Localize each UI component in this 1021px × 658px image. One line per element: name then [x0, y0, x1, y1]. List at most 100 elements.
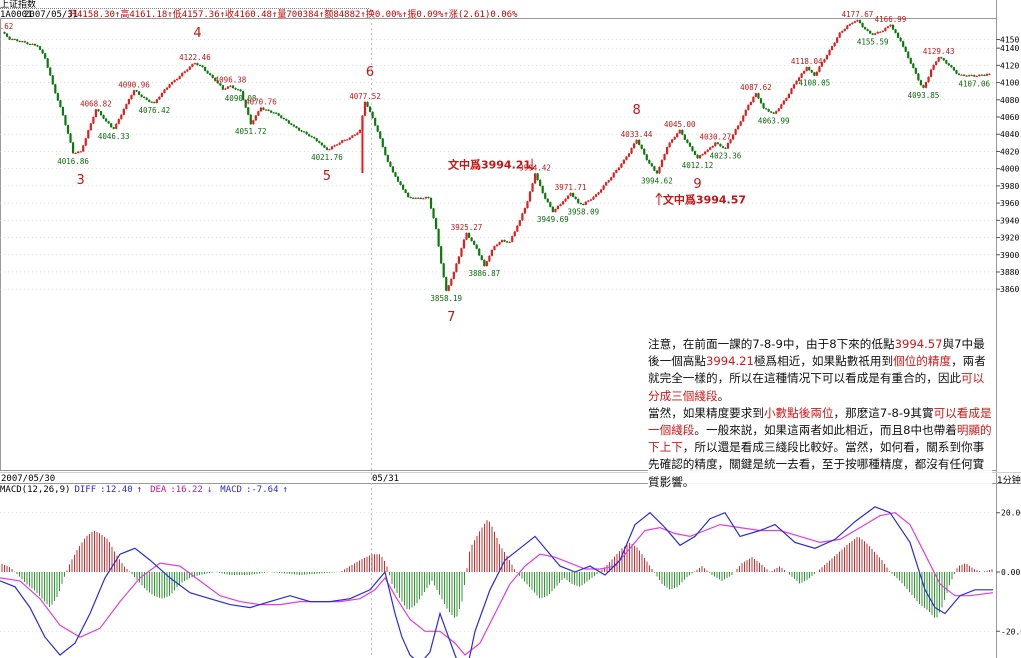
price-candle-down: [681, 129, 684, 135]
price-candle-down: [473, 240, 476, 245]
macd-tick-label: 20.00: [1001, 509, 1021, 518]
price-candle-up: [556, 205, 560, 210]
price-candle-down: [407, 192, 410, 198]
price-candle-up: [777, 108, 780, 112]
price-tick-label: 3920.00: [1000, 234, 1021, 243]
price-candle-up: [889, 24, 892, 27]
price-candle-down: [110, 123, 113, 128]
price-candle-down: [310, 136, 313, 138]
price-candle-down: [219, 83, 222, 86]
diff-legend: DIFF:12.40 ↑: [74, 485, 143, 495]
price-candle-up: [361, 115, 364, 130]
price-candle-down: [201, 65, 204, 68]
price-candle-down: [16, 39, 19, 42]
price-candle-up: [876, 31, 879, 34]
price-candle-up: [825, 55, 829, 60]
price-candle-down: [861, 22, 864, 28]
price-candle-up: [516, 225, 519, 232]
price-candle-down: [69, 133, 72, 143]
price-candle-up: [533, 173, 537, 184]
price-candle-down: [539, 179, 542, 186]
price-tick-label: 3860.00: [1000, 285, 1021, 294]
price-candle-up: [785, 98, 788, 101]
price-candle-up: [328, 149, 331, 151]
price-candle-up: [792, 84, 796, 89]
price-candle-up: [528, 191, 532, 202]
dea-line: [0, 512, 994, 656]
price-candle-down: [104, 118, 108, 122]
price-candle-down: [366, 101, 369, 107]
price-candle-up: [970, 75, 973, 77]
price-candle-up: [465, 232, 468, 240]
price-candle-up: [120, 114, 123, 120]
price-candle-down: [323, 145, 326, 148]
price-candle-up: [191, 64, 194, 67]
price-candle-down: [427, 197, 430, 199]
price-candle-up: [333, 145, 336, 147]
price-candle-down: [871, 33, 874, 35]
price-tick-label: 4060.00: [1000, 113, 1021, 122]
price-candle-up: [523, 208, 527, 214]
price-candle-up: [77, 151, 80, 153]
price-candle-down: [813, 72, 816, 76]
price-candle-down: [153, 102, 156, 104]
extreme-label: 4063.99: [758, 117, 790, 126]
extreme-label: 3971.71: [555, 183, 587, 192]
price-candle-down: [942, 58, 945, 61]
price-candle-up: [447, 285, 450, 291]
price-candle-down: [305, 131, 308, 135]
price-candle-up: [937, 57, 940, 62]
price-candle-down: [8, 36, 11, 40]
note-text: 極爲相近，如果點數祇用到: [753, 354, 894, 369]
extreme-label: 4090.96: [118, 80, 150, 89]
price-candle-up: [132, 90, 136, 96]
price-candle-up: [343, 140, 346, 142]
price-candle-down: [297, 127, 301, 131]
price-candle-down: [267, 109, 270, 111]
wave-number: 9: [693, 177, 701, 192]
price-candle-up: [526, 201, 529, 209]
price-candle-down: [503, 240, 506, 242]
price-candle-down: [399, 181, 402, 185]
price-candle-up: [511, 236, 514, 242]
price-candle-down: [140, 94, 143, 97]
price-candle-down: [26, 42, 29, 45]
price-candle-up: [87, 130, 90, 139]
note-text: 當然，如果精度要求到: [648, 405, 764, 420]
wave-number: 7: [447, 310, 455, 325]
price-candle-down: [478, 248, 481, 256]
price-candle-down: [544, 193, 547, 199]
date-label-left: 2007/05/30: [1, 474, 56, 484]
price-candle-up: [587, 200, 590, 202]
extreme-label: 3925.27: [451, 223, 483, 232]
ohlc-readout: 开4158.30↑高4161.18↑低4157.36↑收4160.48↑量700…: [68, 10, 518, 20]
price-candle-up: [630, 148, 633, 154]
price-candle-down: [475, 244, 478, 249]
price-candle-up: [714, 142, 717, 146]
wave-number: 8: [632, 103, 640, 118]
diff-line: [0, 506, 993, 658]
price-candle-up: [183, 71, 186, 73]
price-candle-down: [686, 139, 689, 143]
price-candle-down: [577, 198, 580, 204]
price-candle-up: [932, 65, 935, 70]
price-candle-up: [94, 109, 98, 118]
price-candle-down: [947, 63, 950, 66]
price-candle-down: [401, 184, 405, 190]
price-candle-down: [381, 138, 384, 148]
price-candle-down: [135, 90, 138, 92]
price-candle-down: [302, 131, 306, 133]
price-candle-down: [107, 121, 110, 124]
price-candle-up: [605, 182, 608, 186]
price-candle-down: [249, 114, 252, 125]
price-candle-down: [483, 259, 486, 267]
price-candle-down: [272, 112, 275, 114]
price-candle-down: [940, 57, 943, 59]
price-candle-down: [54, 84, 57, 94]
extreme-label: 3886.87: [469, 269, 501, 278]
price-candle-up: [130, 95, 133, 100]
price-candle-up: [627, 153, 631, 157]
price-candle-up: [886, 26, 890, 28]
extreme-label: 4093.85: [908, 91, 940, 100]
dea-legend: DEA:16.22 ↓: [150, 485, 213, 495]
